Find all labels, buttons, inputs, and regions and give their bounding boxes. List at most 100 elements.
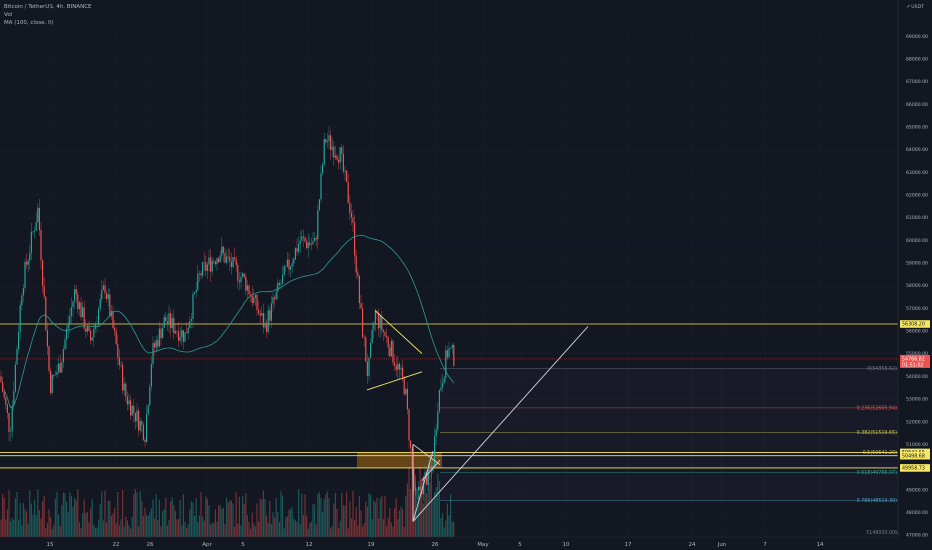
candle-body (346, 170, 348, 182)
trend-line (412, 450, 434, 522)
volume-bar (310, 521, 312, 537)
volume-bar (242, 496, 244, 537)
volume-bar (67, 512, 69, 537)
volume-bar (93, 524, 95, 537)
candle-body (194, 292, 196, 294)
candle-body (267, 310, 269, 332)
volume-bar (440, 517, 442, 537)
candle-body (370, 342, 372, 358)
time-tick: 24 (689, 542, 696, 548)
candle-body (91, 337, 93, 341)
volume-bar (139, 491, 141, 537)
volume-bar (341, 492, 343, 537)
volume-bar (248, 521, 250, 537)
candle-body (160, 328, 162, 339)
candle-body (246, 285, 248, 291)
volume-bar (389, 508, 391, 537)
volume-bar (277, 512, 279, 537)
volume-bar (27, 523, 29, 537)
volume-bar (11, 517, 13, 537)
candle-body (123, 383, 125, 391)
volume-bar (2, 493, 4, 537)
candle-body (350, 212, 352, 218)
time-tick: 14 (817, 542, 824, 548)
candle-body (178, 331, 180, 341)
volume-bar (238, 496, 240, 537)
price-tick: 68000.00 (906, 57, 928, 63)
volume-bar (307, 528, 309, 537)
candle-body (298, 243, 300, 252)
candle-body (342, 153, 344, 172)
volume-bar (24, 509, 26, 537)
volume-bar (414, 475, 416, 537)
volume-bar (410, 489, 412, 537)
candle-body (24, 261, 26, 289)
volume-bar (74, 497, 76, 537)
candle-body (306, 241, 308, 248)
candle-body (114, 328, 116, 332)
volume-bar (336, 508, 338, 537)
candle-body (261, 313, 263, 316)
candle-body (99, 299, 101, 310)
volume-bar (331, 526, 333, 537)
candle-body (280, 283, 282, 285)
volume-bar (443, 527, 445, 537)
volume-bar (14, 498, 16, 537)
candle-body (142, 424, 144, 440)
volume-bar (208, 505, 210, 537)
candle-body (64, 339, 66, 350)
volume-bar (165, 497, 167, 537)
candle-body (59, 363, 61, 373)
volume-bar (374, 502, 376, 537)
volume-bar (318, 492, 320, 537)
candle-body (21, 295, 23, 306)
candle-body (40, 230, 42, 261)
level-label-bg (900, 464, 930, 472)
volume-bar (360, 510, 362, 537)
volume-bar (392, 526, 394, 537)
volume-bar (275, 497, 277, 537)
candle-body (192, 293, 194, 319)
candle-body (259, 313, 261, 316)
volume-bar (174, 511, 176, 537)
volume-bar (250, 528, 252, 537)
volume-bar (222, 507, 224, 537)
candle-body (75, 289, 77, 295)
candle-body (339, 147, 341, 163)
candle-body (101, 289, 103, 300)
volume-bar (98, 519, 100, 537)
candle-body (86, 326, 88, 332)
volume-bar (387, 517, 389, 537)
volume-bar (62, 492, 64, 537)
volume-bar (354, 520, 356, 537)
volume-bar (8, 490, 10, 537)
volume-bar (26, 511, 28, 537)
volume-bar (149, 512, 151, 537)
volume-bar (394, 508, 396, 537)
candle-body (50, 370, 52, 394)
candle-body (275, 291, 277, 299)
volume-bar (298, 489, 300, 537)
candle-body (245, 276, 247, 291)
candle-body (80, 302, 82, 318)
level-label-bg (900, 320, 930, 328)
volume-bar (450, 493, 452, 537)
volume-bar (54, 498, 56, 537)
candle-body (418, 486, 420, 491)
candle-body (416, 490, 418, 492)
volume-bar (232, 503, 234, 537)
axis-unit: ↗ USDT (906, 4, 924, 10)
candle-body (11, 405, 13, 432)
candle-body (171, 317, 173, 329)
candle-body (242, 273, 244, 277)
time-tick: Jun (717, 542, 727, 548)
volume-bar (218, 505, 220, 537)
volume-bar (69, 492, 71, 537)
candle-body (403, 377, 405, 395)
volume-bar (10, 521, 12, 537)
volume-bar (333, 503, 335, 537)
candle-body (162, 328, 164, 339)
volume-bar (118, 525, 120, 537)
candle-body (302, 236, 304, 238)
